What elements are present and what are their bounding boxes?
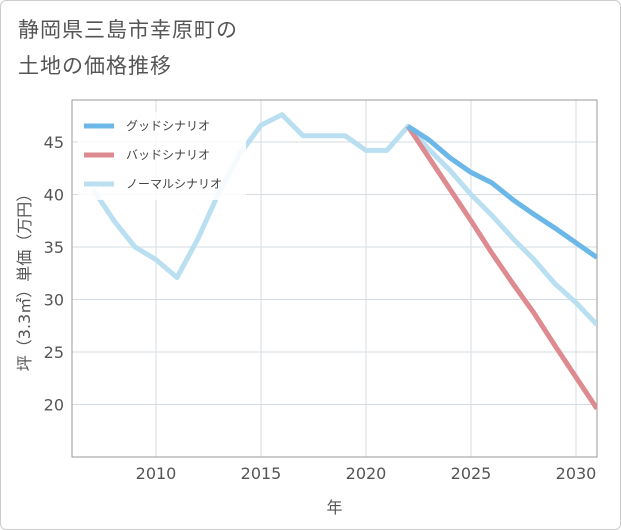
legend-label: バッドシナリオ [126,148,210,162]
y-tick-label: 40 [44,186,64,205]
chart-title-line-2: 土地の価格推移 [18,54,172,78]
series-line-normal [90,112,597,327]
series-line-bad [405,124,597,411]
y-tick-label: 35 [44,238,64,257]
y-tick-label: 45 [44,133,64,152]
series-layer [90,112,597,411]
chart-title-line-1: 静岡県三島市幸原町の [18,18,238,42]
y-tick-label: 30 [44,291,64,310]
x-axis-label: 年 [326,498,342,517]
x-tick-label: 2025 [451,464,492,483]
legend-label: グッドシナリオ [126,119,210,133]
legend-label: ノーマルシナリオ [126,177,222,191]
y-tick-label: 20 [44,396,64,415]
x-tick-label: 2010 [136,464,177,483]
x-tick-label: 2020 [346,464,387,483]
x-tick-label: 2030 [556,464,597,483]
y-axis-label: 坪（3.3㎡）単価（万円） [15,186,34,371]
y-tick-label: 25 [44,343,64,362]
x-tick-label: 2015 [241,464,282,483]
series-line-good [406,124,597,260]
chart-title: 静岡県三島市幸原町の 土地の価格推移 [18,12,238,84]
plot-area [71,99,598,458]
